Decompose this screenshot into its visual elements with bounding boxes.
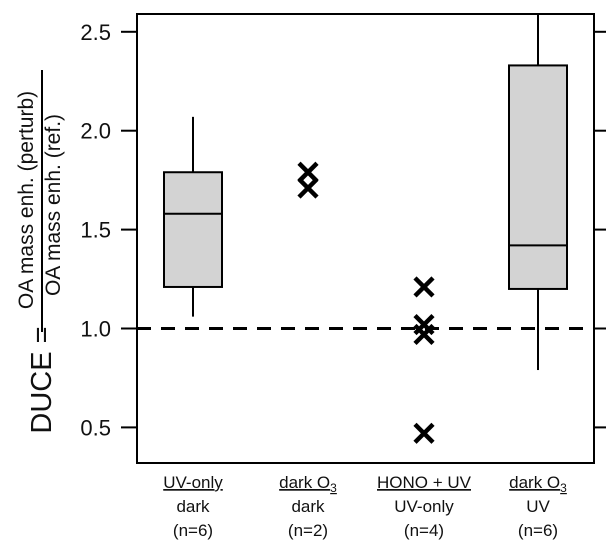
category-label-top-text: dark O	[279, 473, 330, 492]
data-point-x	[297, 161, 319, 183]
y-tick-label: 1.0	[80, 316, 111, 341]
data-point-x	[413, 323, 435, 346]
y-tick-label: 2.5	[80, 20, 111, 45]
category-label-subscript: 3	[560, 481, 567, 495]
category-label-top: HONO + UV	[377, 473, 472, 492]
y-tick-label: 1.5	[80, 218, 111, 243]
data-point-x	[413, 422, 435, 444]
category-label-n: (n=4)	[404, 521, 444, 540]
category-label-middle: UV-only	[394, 497, 454, 516]
category-label-top: UV-only	[163, 473, 223, 492]
category-label-subscript: 3	[330, 481, 337, 495]
y-tick-label: 0.5	[80, 415, 111, 440]
y-axis-title: DUCE = OA mass enh. (perturb) OA mass en…	[15, 70, 65, 434]
category-label-middle: dark	[176, 497, 210, 516]
category-label-top-text: dark O	[509, 473, 560, 492]
plot-frame	[136, 13, 595, 464]
category-label-middle: dark	[291, 497, 325, 516]
category-label-n: (n=6)	[173, 521, 213, 540]
category-label-top-text: UV-only	[163, 473, 223, 492]
data-point-x	[413, 276, 435, 298]
category-label-n: (n=6)	[518, 521, 558, 540]
y-tick-label: 2.0	[80, 119, 111, 144]
y-axis-numerator: OA mass enh. (perturb)	[15, 91, 38, 309]
data-point-x	[297, 177, 319, 199]
category-label-top: dark O3	[279, 473, 337, 495]
box	[163, 171, 223, 288]
y-axis-denominator: OA mass enh. (ref.)	[42, 114, 65, 296]
category-label-middle: UV	[526, 497, 550, 516]
category-label-top: dark O3	[509, 473, 567, 495]
box	[508, 64, 568, 290]
category-label-n: (n=2)	[288, 521, 328, 540]
y-axis-prefix: DUCE =	[26, 326, 58, 433]
category-label-top-text: HONO + UV	[377, 473, 472, 492]
